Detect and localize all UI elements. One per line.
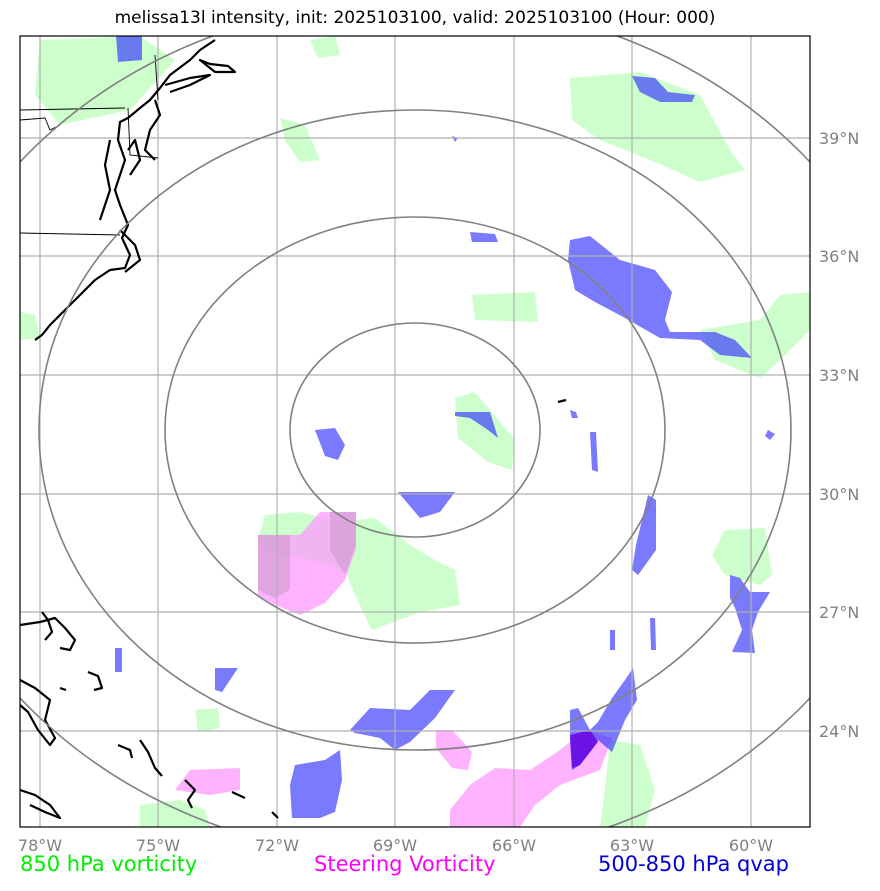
- lat-tick: 33°N: [819, 366, 859, 385]
- lon-tick: 66°W: [492, 836, 536, 855]
- lon-tick-labels: 78°W 75°W 72°W 69°W 66°W 63°W 60°W: [18, 836, 773, 855]
- state-border: [20, 232, 121, 236]
- green-region: [310, 36, 340, 58]
- green-region: [700, 292, 810, 378]
- island-outline: [231, 791, 246, 799]
- blue-region: [632, 76, 695, 102]
- overlap-layer: [258, 512, 356, 598]
- blue-region: [568, 236, 752, 358]
- range-ring-2: [164, 216, 666, 644]
- map-frame: [19, 35, 811, 828]
- qvap-layer: [115, 36, 775, 818]
- lon-tick: 75°W: [136, 836, 180, 855]
- island-outline: [139, 739, 163, 777]
- island-outline: [271, 811, 279, 819]
- island-outline: [87, 670, 104, 692]
- lon-tick: 72°W: [255, 836, 299, 855]
- map-title: melissa13l intensity, init: 2025103100, …: [114, 8, 716, 28]
- island-outline: [557, 398, 567, 404]
- green-region: [35, 36, 175, 125]
- long-island-outline: [164, 73, 212, 94]
- coastlines: [20, 39, 567, 820]
- bahamas-andros-outline: [41, 611, 54, 641]
- state-border: [20, 107, 126, 111]
- blue-region: [350, 690, 455, 750]
- green-region: [140, 800, 210, 827]
- green-region: [712, 528, 772, 585]
- lat-tick: 24°N: [819, 722, 859, 741]
- range-rings: [20, 36, 810, 827]
- blue-region: [765, 430, 775, 440]
- lat-tick: 30°N: [819, 485, 859, 504]
- blue-region: [290, 750, 342, 818]
- lat-tick: 36°N: [819, 247, 859, 266]
- magenta-region: [436, 730, 472, 770]
- delmarva-outline: [127, 138, 142, 176]
- green-region: [455, 392, 515, 470]
- blue-region: [730, 575, 770, 653]
- blue-region: [590, 432, 598, 472]
- legend-850-vorticity: 850 hPa vorticity: [20, 852, 198, 876]
- island-outline: [117, 743, 134, 759]
- hispaniola-fragment: [20, 788, 62, 820]
- magenta-region: [175, 768, 240, 795]
- blue-region: [570, 410, 578, 418]
- florida-keys-outline: [20, 616, 77, 652]
- range-ring-1: [289, 322, 541, 538]
- blue-region: [398, 492, 455, 518]
- overlap-region: [258, 535, 290, 598]
- cuba-outline: [20, 679, 57, 747]
- nj-outline: [143, 99, 162, 161]
- blue-region: [452, 136, 458, 142]
- east-coast-outline: [34, 39, 216, 341]
- chesapeake-outline: [98, 139, 112, 221]
- cape-cod-outline: [198, 58, 237, 74]
- blue-region: [470, 232, 498, 242]
- range-ring-3: [38, 109, 792, 751]
- island-outline: [59, 686, 67, 692]
- green-region: [570, 72, 745, 182]
- lat-tick: 27°N: [819, 603, 859, 622]
- blue-region: [632, 495, 656, 575]
- green-region: [600, 740, 655, 827]
- lat-tick: 39°N: [819, 129, 859, 148]
- lon-tick: 60°W: [729, 836, 773, 855]
- blue-region: [116, 36, 142, 62]
- state-border: [127, 107, 159, 159]
- green-region: [195, 708, 220, 732]
- island-outline: [184, 779, 197, 809]
- cape-hatteras-outline: [119, 229, 142, 273]
- blue-region: [315, 428, 345, 460]
- state-border: [154, 54, 159, 101]
- blue-region: [650, 618, 656, 650]
- lon-tick: 63°W: [610, 836, 654, 855]
- blue-region: [115, 648, 122, 672]
- green-region: [472, 292, 538, 322]
- overlap-region: [330, 512, 356, 575]
- violet-overlap: [570, 730, 598, 768]
- blue-region: [455, 412, 498, 438]
- lat-tick-labels: 39°N 36°N 33°N 30°N 27°N 24°N: [819, 129, 859, 741]
- lon-tick: 78°W: [18, 836, 62, 855]
- legend-steering-vorticity: Steering Vorticity: [314, 852, 496, 876]
- blue-region: [610, 630, 615, 650]
- lon-tick: 69°W: [373, 836, 417, 855]
- legend-qvap: 500-850 hPa qvap: [598, 852, 789, 876]
- blue-region: [215, 668, 238, 692]
- green-region: [20, 312, 40, 340]
